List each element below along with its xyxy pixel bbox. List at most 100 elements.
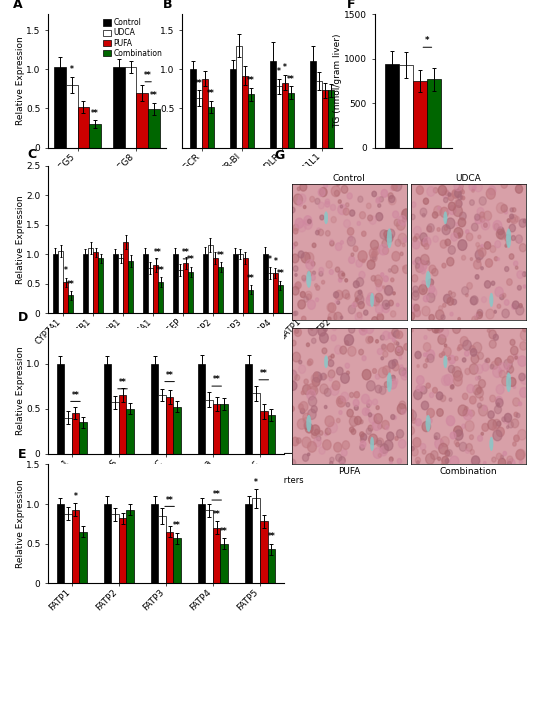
- Circle shape: [429, 265, 436, 274]
- Circle shape: [412, 261, 416, 264]
- Circle shape: [499, 369, 501, 373]
- Circle shape: [513, 301, 519, 309]
- Ellipse shape: [387, 229, 392, 248]
- Bar: [220, 544, 228, 583]
- Circle shape: [427, 224, 434, 232]
- Circle shape: [514, 435, 519, 441]
- Circle shape: [482, 363, 489, 371]
- Circle shape: [319, 446, 325, 454]
- Circle shape: [407, 426, 415, 435]
- Text: F: F: [347, 0, 356, 11]
- Text: **: **: [187, 256, 195, 264]
- Bar: [333, 208, 338, 313]
- Circle shape: [465, 369, 470, 374]
- Circle shape: [377, 440, 381, 445]
- Circle shape: [519, 243, 526, 252]
- Bar: [303, 274, 308, 313]
- Circle shape: [511, 235, 515, 240]
- Circle shape: [331, 335, 336, 341]
- Circle shape: [427, 226, 432, 232]
- Circle shape: [346, 203, 349, 207]
- Circle shape: [501, 204, 507, 212]
- Circle shape: [477, 312, 483, 318]
- Circle shape: [319, 267, 324, 273]
- Circle shape: [468, 410, 471, 413]
- Circle shape: [477, 246, 483, 252]
- Bar: [276, 86, 282, 148]
- Circle shape: [508, 384, 511, 387]
- Circle shape: [358, 251, 367, 261]
- Circle shape: [413, 237, 417, 242]
- Circle shape: [457, 347, 460, 351]
- Circle shape: [471, 296, 478, 305]
- Text: E: E: [18, 449, 26, 462]
- Circle shape: [452, 189, 459, 198]
- Bar: [213, 404, 220, 454]
- Title: UDCA: UDCA: [455, 174, 482, 183]
- Circle shape: [304, 219, 312, 230]
- Circle shape: [430, 392, 434, 397]
- Circle shape: [290, 406, 294, 411]
- Text: **: **: [260, 369, 268, 378]
- Circle shape: [438, 457, 441, 461]
- Circle shape: [460, 184, 463, 188]
- Text: **: **: [154, 248, 162, 257]
- Circle shape: [513, 442, 516, 446]
- Circle shape: [366, 428, 371, 434]
- Circle shape: [492, 426, 496, 431]
- Text: D: D: [18, 311, 28, 324]
- Circle shape: [312, 271, 316, 274]
- Circle shape: [337, 367, 343, 375]
- Circle shape: [328, 312, 337, 323]
- Text: **: **: [217, 251, 225, 260]
- Circle shape: [343, 220, 350, 228]
- Circle shape: [495, 397, 502, 405]
- Circle shape: [372, 297, 379, 306]
- Circle shape: [471, 223, 478, 231]
- Circle shape: [332, 325, 337, 330]
- Circle shape: [345, 279, 348, 282]
- Circle shape: [310, 386, 318, 395]
- Bar: [205, 510, 213, 583]
- Circle shape: [375, 279, 381, 287]
- Bar: [414, 81, 427, 148]
- Circle shape: [334, 442, 342, 452]
- Ellipse shape: [490, 437, 493, 451]
- Text: *: *: [269, 256, 272, 264]
- Bar: [248, 94, 254, 148]
- Circle shape: [384, 286, 393, 296]
- Circle shape: [388, 193, 393, 199]
- Circle shape: [473, 342, 482, 353]
- Bar: [136, 93, 148, 148]
- Circle shape: [376, 198, 380, 203]
- Circle shape: [361, 325, 365, 330]
- Bar: [293, 254, 297, 313]
- Ellipse shape: [444, 212, 447, 224]
- Circle shape: [420, 233, 427, 242]
- Circle shape: [440, 395, 446, 402]
- Circle shape: [513, 386, 516, 389]
- Circle shape: [448, 205, 456, 215]
- Circle shape: [317, 228, 320, 233]
- Text: **: **: [91, 109, 99, 117]
- Bar: [64, 513, 72, 583]
- Circle shape: [396, 303, 399, 307]
- Circle shape: [444, 197, 448, 202]
- Circle shape: [411, 448, 418, 456]
- Circle shape: [426, 261, 430, 265]
- Circle shape: [312, 243, 316, 248]
- Circle shape: [391, 375, 395, 380]
- Circle shape: [382, 240, 388, 248]
- Circle shape: [361, 433, 367, 441]
- Circle shape: [341, 373, 349, 383]
- Circle shape: [378, 454, 381, 457]
- Text: **: **: [213, 510, 220, 519]
- Circle shape: [359, 349, 363, 355]
- Circle shape: [495, 358, 501, 366]
- Circle shape: [470, 346, 475, 352]
- Circle shape: [338, 199, 341, 203]
- Circle shape: [444, 374, 453, 385]
- Circle shape: [349, 236, 353, 241]
- Circle shape: [354, 405, 358, 410]
- Bar: [98, 258, 103, 313]
